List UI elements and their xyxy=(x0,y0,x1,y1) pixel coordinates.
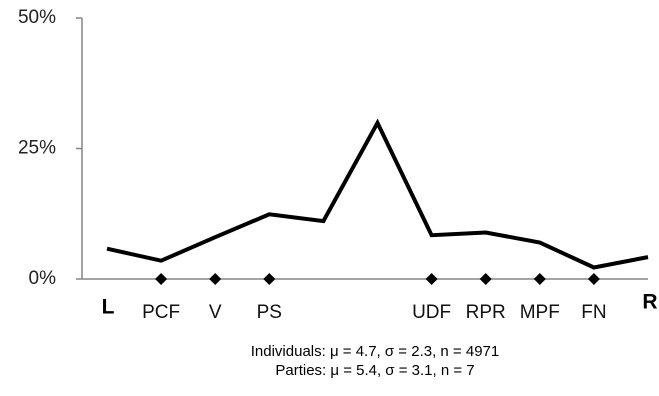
y-tick-labels: 50% 25% 0% xyxy=(18,7,56,289)
axis-end-label-right: R xyxy=(642,291,657,314)
series-line xyxy=(106,118,649,270)
party-marker xyxy=(209,273,222,285)
party-labels: PCF V PS UDF RPR MPF FN xyxy=(142,302,606,323)
party-marker xyxy=(533,273,546,285)
y-tick-label: 0% xyxy=(29,268,57,289)
party-label: MPF xyxy=(520,302,560,323)
party-label: RPR xyxy=(466,302,506,323)
party-label: FN xyxy=(581,302,606,323)
party-label: PS xyxy=(257,302,282,323)
party-marker xyxy=(425,273,438,285)
party-marker xyxy=(155,273,168,285)
stats-parties: Parties: μ = 5.4, σ = 3.1, n = 7 xyxy=(275,362,474,379)
party-marker xyxy=(263,273,276,285)
y-tick-label: 25% xyxy=(18,138,56,159)
party-label: PCF xyxy=(142,302,180,323)
party-label: UDF xyxy=(412,302,451,323)
party-marker xyxy=(479,273,492,285)
axis-end-label-left: L xyxy=(102,296,115,319)
stats-individuals: Individuals: μ = 4.7, σ = 2.3, n = 4971 xyxy=(251,343,499,360)
axes xyxy=(76,17,648,280)
party-label: V xyxy=(209,302,222,323)
party-markers xyxy=(155,273,600,285)
party-marker xyxy=(587,273,600,285)
y-tick-label: 50% xyxy=(18,7,56,28)
series xyxy=(106,118,649,270)
